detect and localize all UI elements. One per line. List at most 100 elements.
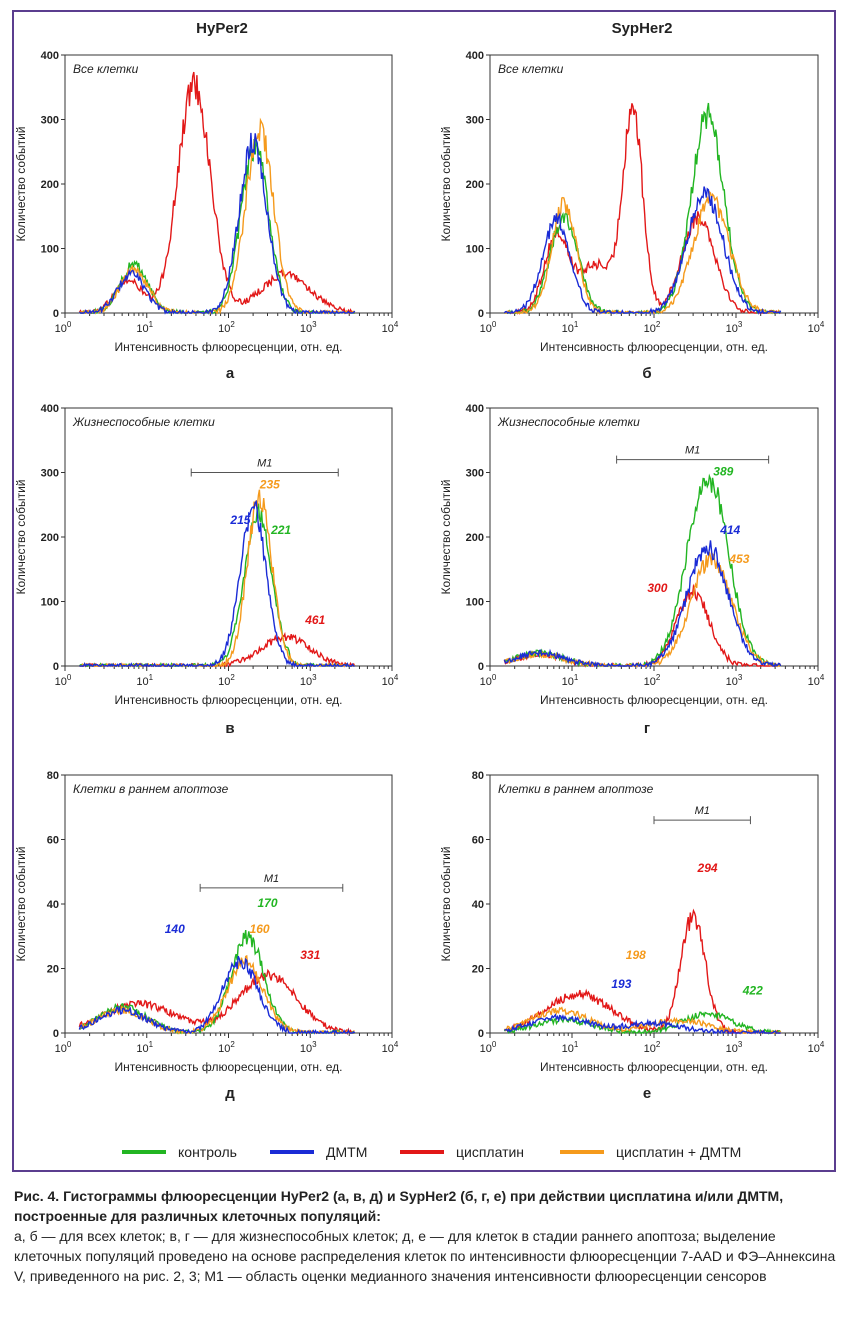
m1-label: M1 bbox=[257, 458, 272, 470]
y-tick-label: 400 bbox=[466, 403, 484, 415]
legend-swatch-cisplatin bbox=[400, 1150, 444, 1154]
m1-label: M1 bbox=[685, 445, 700, 457]
panel-letter-b: б bbox=[642, 365, 652, 382]
x-tick-label: 103 bbox=[726, 1040, 743, 1055]
x-tick-label: 100 bbox=[480, 673, 497, 688]
x-tick-label: 100 bbox=[480, 1040, 497, 1055]
x-tick-label: 104 bbox=[382, 1040, 399, 1055]
median-label-cisplatin-dmtm: 235 bbox=[259, 478, 280, 492]
population-title: Жизнеспособные клетки bbox=[72, 415, 215, 429]
y-tick-label: 100 bbox=[466, 244, 484, 256]
y-tick-label: 60 bbox=[47, 835, 59, 847]
y-axis-label: Количество событий bbox=[439, 847, 453, 962]
legend-item-dmtm: ДМТМ bbox=[270, 1140, 367, 1164]
y-tick-label: 20 bbox=[47, 964, 59, 976]
median-label-cisplatin: 294 bbox=[697, 861, 718, 875]
x-tick-label: 101 bbox=[562, 1040, 579, 1055]
median-label-control: 422 bbox=[742, 983, 763, 997]
legend-label-dmtm: ДМТМ bbox=[326, 1144, 368, 1160]
plot-frame bbox=[64, 407, 393, 667]
y-tick-label: 400 bbox=[41, 403, 59, 415]
y-tick-label: 80 bbox=[472, 770, 484, 782]
plot-frame bbox=[64, 774, 393, 1034]
population-title: Жизнеспособные клетки bbox=[497, 415, 640, 429]
x-axis-label: Интенсивность флюоресценции, отн. ед. bbox=[115, 1060, 343, 1074]
x-tick-label: 102 bbox=[644, 673, 661, 688]
series-line-dmtm bbox=[78, 132, 356, 315]
plot-frame bbox=[489, 54, 819, 314]
y-tick-label: 400 bbox=[466, 50, 484, 62]
y-tick-label: 80 bbox=[47, 770, 59, 782]
y-tick-label: 300 bbox=[466, 115, 484, 127]
x-axis-label: Интенсивность флюоресценции, отн. ед. bbox=[540, 340, 768, 354]
legend-label-cisplatin: цисплатин bbox=[456, 1144, 525, 1160]
x-tick-label: 101 bbox=[136, 320, 153, 335]
series-line-dmtm bbox=[79, 499, 355, 668]
series-line-cisplatin-dmtm bbox=[503, 1006, 782, 1036]
x-tick-label: 103 bbox=[726, 673, 743, 688]
panel-letter-a: а bbox=[225, 365, 235, 382]
y-axis-label: Количество событий bbox=[14, 127, 28, 242]
x-tick-label: 100 bbox=[55, 673, 72, 688]
m1-label: M1 bbox=[695, 805, 710, 817]
x-tick-label: 100 bbox=[55, 1040, 72, 1055]
m1-label: M1 bbox=[264, 873, 279, 885]
x-tick-label: 100 bbox=[55, 320, 72, 335]
y-tick-label: 200 bbox=[41, 179, 59, 191]
legend-item-cisplatin: цисплатин bbox=[400, 1140, 524, 1164]
legend-item-control: контроль bbox=[122, 1140, 237, 1164]
series-line-cisplatin-dmtm bbox=[78, 954, 355, 1036]
legend-item-cisplatin-dmtm: цисплатин + ДМТМ bbox=[560, 1140, 741, 1164]
y-tick-label: 100 bbox=[466, 597, 484, 609]
y-tick-label: 0 bbox=[53, 661, 59, 673]
population-title: Клетки в раннем апоптозе bbox=[73, 782, 229, 796]
y-tick-label: 0 bbox=[53, 1028, 59, 1040]
median-label-cisplatin-dmtm: 198 bbox=[626, 948, 646, 962]
legend-label-cisplatin-dmtm: цисплатин + ДМТМ bbox=[616, 1144, 742, 1160]
y-tick-label: 0 bbox=[478, 1028, 484, 1040]
x-tick-label: 104 bbox=[382, 320, 399, 335]
x-axis-label: Интенсивность флюоресценции, отн. ед. bbox=[115, 693, 343, 707]
plot-frame bbox=[489, 407, 819, 667]
legend: контроль ДМТМ цисплатин цисплатин + ДМТМ bbox=[0, 1140, 850, 1164]
x-tick-label: 102 bbox=[218, 1040, 235, 1055]
column-title-sypher2: SypHer2 bbox=[611, 20, 673, 37]
median-label-dmtm: 140 bbox=[165, 922, 185, 936]
y-tick-label: 100 bbox=[41, 597, 59, 609]
median-label-cisplatin: 331 bbox=[300, 948, 320, 962]
median-label-control: 170 bbox=[257, 896, 277, 910]
caption-body: а, б — для всех клеток; в, г — для жизне… bbox=[14, 1228, 836, 1284]
series-line-dmtm bbox=[503, 186, 782, 316]
y-tick-label: 20 bbox=[472, 964, 484, 976]
x-axis-label: Интенсивность флюоресценции, отн. ед. bbox=[115, 340, 343, 354]
median-label-cisplatin-dmtm: 160 bbox=[250, 922, 270, 936]
median-label-dmtm: 215 bbox=[229, 513, 250, 527]
x-tick-label: 101 bbox=[136, 673, 153, 688]
series-line-dmtm bbox=[78, 955, 356, 1035]
y-axis-label: Количество событий bbox=[439, 127, 453, 242]
x-tick-label: 102 bbox=[218, 320, 235, 335]
x-tick-label: 101 bbox=[136, 1040, 153, 1055]
x-tick-label: 104 bbox=[808, 1040, 825, 1055]
x-tick-label: 104 bbox=[382, 673, 399, 688]
plot-frame bbox=[489, 774, 819, 1034]
x-tick-label: 104 bbox=[808, 320, 825, 335]
x-tick-label: 102 bbox=[644, 1040, 661, 1055]
y-tick-label: 300 bbox=[41, 468, 59, 480]
y-tick-label: 200 bbox=[466, 532, 484, 544]
series-line-cisplatin bbox=[78, 71, 355, 316]
figure-caption: Рис. 4. Гистограммы флюоресценции HyPer2… bbox=[14, 1186, 836, 1286]
median-label-cisplatin: 461 bbox=[304, 613, 325, 627]
series-line-control bbox=[503, 473, 781, 668]
x-tick-label: 102 bbox=[644, 320, 661, 335]
column-title-hyper2: HyPer2 bbox=[196, 20, 248, 37]
x-tick-label: 103 bbox=[300, 1040, 317, 1055]
figure-frame bbox=[12, 10, 836, 1172]
x-tick-label: 101 bbox=[562, 673, 579, 688]
series-line-cisplatin bbox=[79, 631, 356, 668]
y-axis-label: Количество событий bbox=[14, 480, 28, 595]
x-tick-label: 100 bbox=[480, 320, 497, 335]
panel-letter-g: г bbox=[643, 720, 651, 737]
x-tick-label: 101 bbox=[562, 320, 579, 335]
median-label-dmtm: 193 bbox=[611, 977, 631, 991]
